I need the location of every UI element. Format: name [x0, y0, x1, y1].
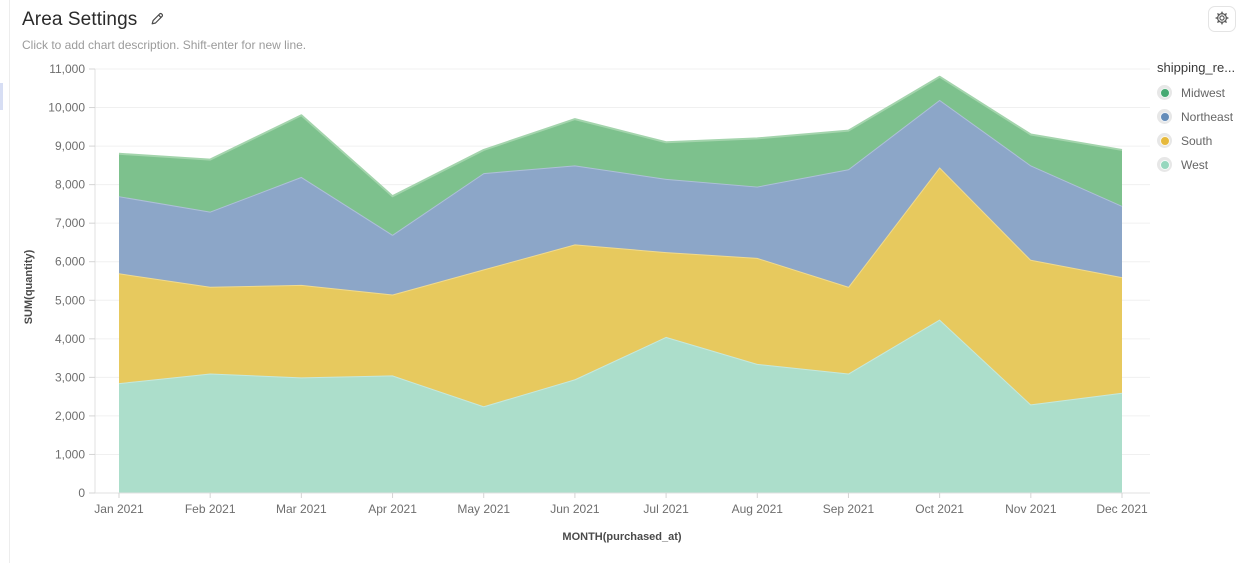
- y-tick-label: 2,000: [55, 409, 85, 423]
- legend-item-label: West: [1181, 157, 1209, 172]
- y-tick-label: 5,000: [55, 293, 85, 307]
- legend-item-label: Midwest: [1181, 85, 1226, 100]
- legend-item-midwest[interactable]: Midwest: [1157, 85, 1243, 100]
- y-tick-label: 8,000: [55, 178, 85, 192]
- legend-title: shipping_re...: [1157, 60, 1236, 75]
- x-tick-label: Oct 2021: [915, 502, 964, 516]
- gear-icon: [1214, 10, 1230, 29]
- x-axis-title: MONTH(purchased_at): [562, 531, 682, 543]
- y-tick-label: 4,000: [55, 332, 85, 346]
- series-midwest[interactable]: [118, 75, 1123, 235]
- northeast-color-dot: [1159, 111, 1170, 122]
- chart-title[interactable]: Area Settings: [22, 9, 138, 30]
- x-tick-label: Jan 2021: [94, 502, 144, 516]
- pencil-icon: [149, 10, 166, 30]
- card-left-border: [9, 0, 10, 563]
- x-tick-label: Jun 2021: [550, 502, 600, 516]
- legend-item-northeast[interactable]: Northeast: [1157, 109, 1243, 124]
- x-tick-label: Aug 2021: [732, 502, 784, 516]
- y-tick-label: 0: [78, 486, 85, 500]
- x-tick-label: Apr 2021: [368, 502, 417, 516]
- y-tick-label: 10,000: [48, 101, 85, 115]
- x-tick-label: Dec 2021: [1096, 502, 1148, 516]
- legend-item-west[interactable]: West: [1157, 157, 1243, 172]
- chart-settings-button[interactable]: [1208, 6, 1236, 32]
- west-color-dot: [1159, 159, 1170, 170]
- y-tick-label: 7,000: [55, 216, 85, 230]
- legend-item-label: South: [1181, 133, 1213, 148]
- legend-dot-ring: [1157, 109, 1172, 124]
- y-axis-ticks: 0 1,000 2,000 3,000 4,000 5,000 6,000 7,000 8,00…: [48, 62, 95, 500]
- x-tick-label: May 2021: [457, 502, 510, 516]
- legend-dot-ring: [1157, 85, 1172, 100]
- chart-legend: shipping_re... Midwest Northeast South W…: [1157, 60, 1243, 181]
- south-color-dot: [1159, 135, 1170, 146]
- legend-item-label: Northeast: [1181, 109, 1234, 124]
- x-tick-label: Feb 2021: [185, 502, 236, 516]
- y-tick-label: 6,000: [55, 255, 85, 269]
- chart-description-placeholder[interactable]: Click to add chart description. Shift-en…: [22, 38, 307, 52]
- x-axis-ticks: Jan 2021 Feb 2021 Mar 2021 Apr 2021 May 2021…: [94, 493, 1148, 516]
- y-axis-title: SUM(quantity): [23, 249, 35, 325]
- legend-dot-ring: [1157, 157, 1172, 172]
- midwest-color-dot: [1159, 87, 1170, 98]
- legend-dot-ring: [1157, 133, 1172, 148]
- y-tick-label: 1,000: [55, 447, 85, 461]
- chart-header: Area Settings Click to add chart descrip…: [22, 8, 306, 52]
- scrollbar-thumb[interactable]: [0, 83, 3, 110]
- legend-item-south[interactable]: South: [1157, 133, 1243, 148]
- x-tick-label: Nov 2021: [1005, 502, 1057, 516]
- y-tick-label: 9,000: [55, 139, 85, 153]
- axes: [94, 69, 1150, 494]
- x-tick-label: Mar 2021: [276, 502, 327, 516]
- y-tick-label: 3,000: [55, 370, 85, 384]
- edit-title-button[interactable]: [147, 8, 168, 32]
- y-tick-label: 11,000: [49, 62, 85, 76]
- x-tick-label: Sep 2021: [823, 502, 875, 516]
- x-tick-label: Jul 2021: [643, 502, 689, 516]
